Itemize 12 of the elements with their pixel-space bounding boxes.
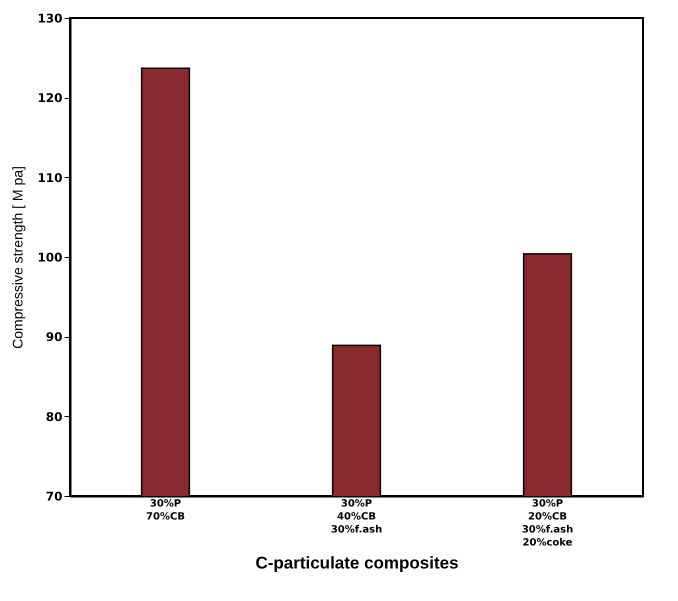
y-tick-label: 70	[46, 490, 62, 504]
x-tick-label: 30%P 20%CB 30%f.ash 20%coke	[522, 498, 574, 548]
y-tick-label: 110	[37, 170, 62, 185]
y-tick-label: 90	[46, 330, 62, 344]
x-tick-label: 30%P 40%CB 30%f.ash	[330, 498, 382, 536]
y-tick-label: 80	[46, 410, 62, 424]
y-axis-title: Compressive strength [ M pa]	[9, 166, 26, 349]
x-axis-title: C-particulate composites	[255, 554, 459, 572]
y-tick-label: 130	[37, 12, 62, 26]
y-tick-label: 120	[37, 91, 62, 106]
x-tick-label: 30%P 70%CB	[146, 498, 185, 522]
y-tick-label: 100	[37, 250, 62, 264]
